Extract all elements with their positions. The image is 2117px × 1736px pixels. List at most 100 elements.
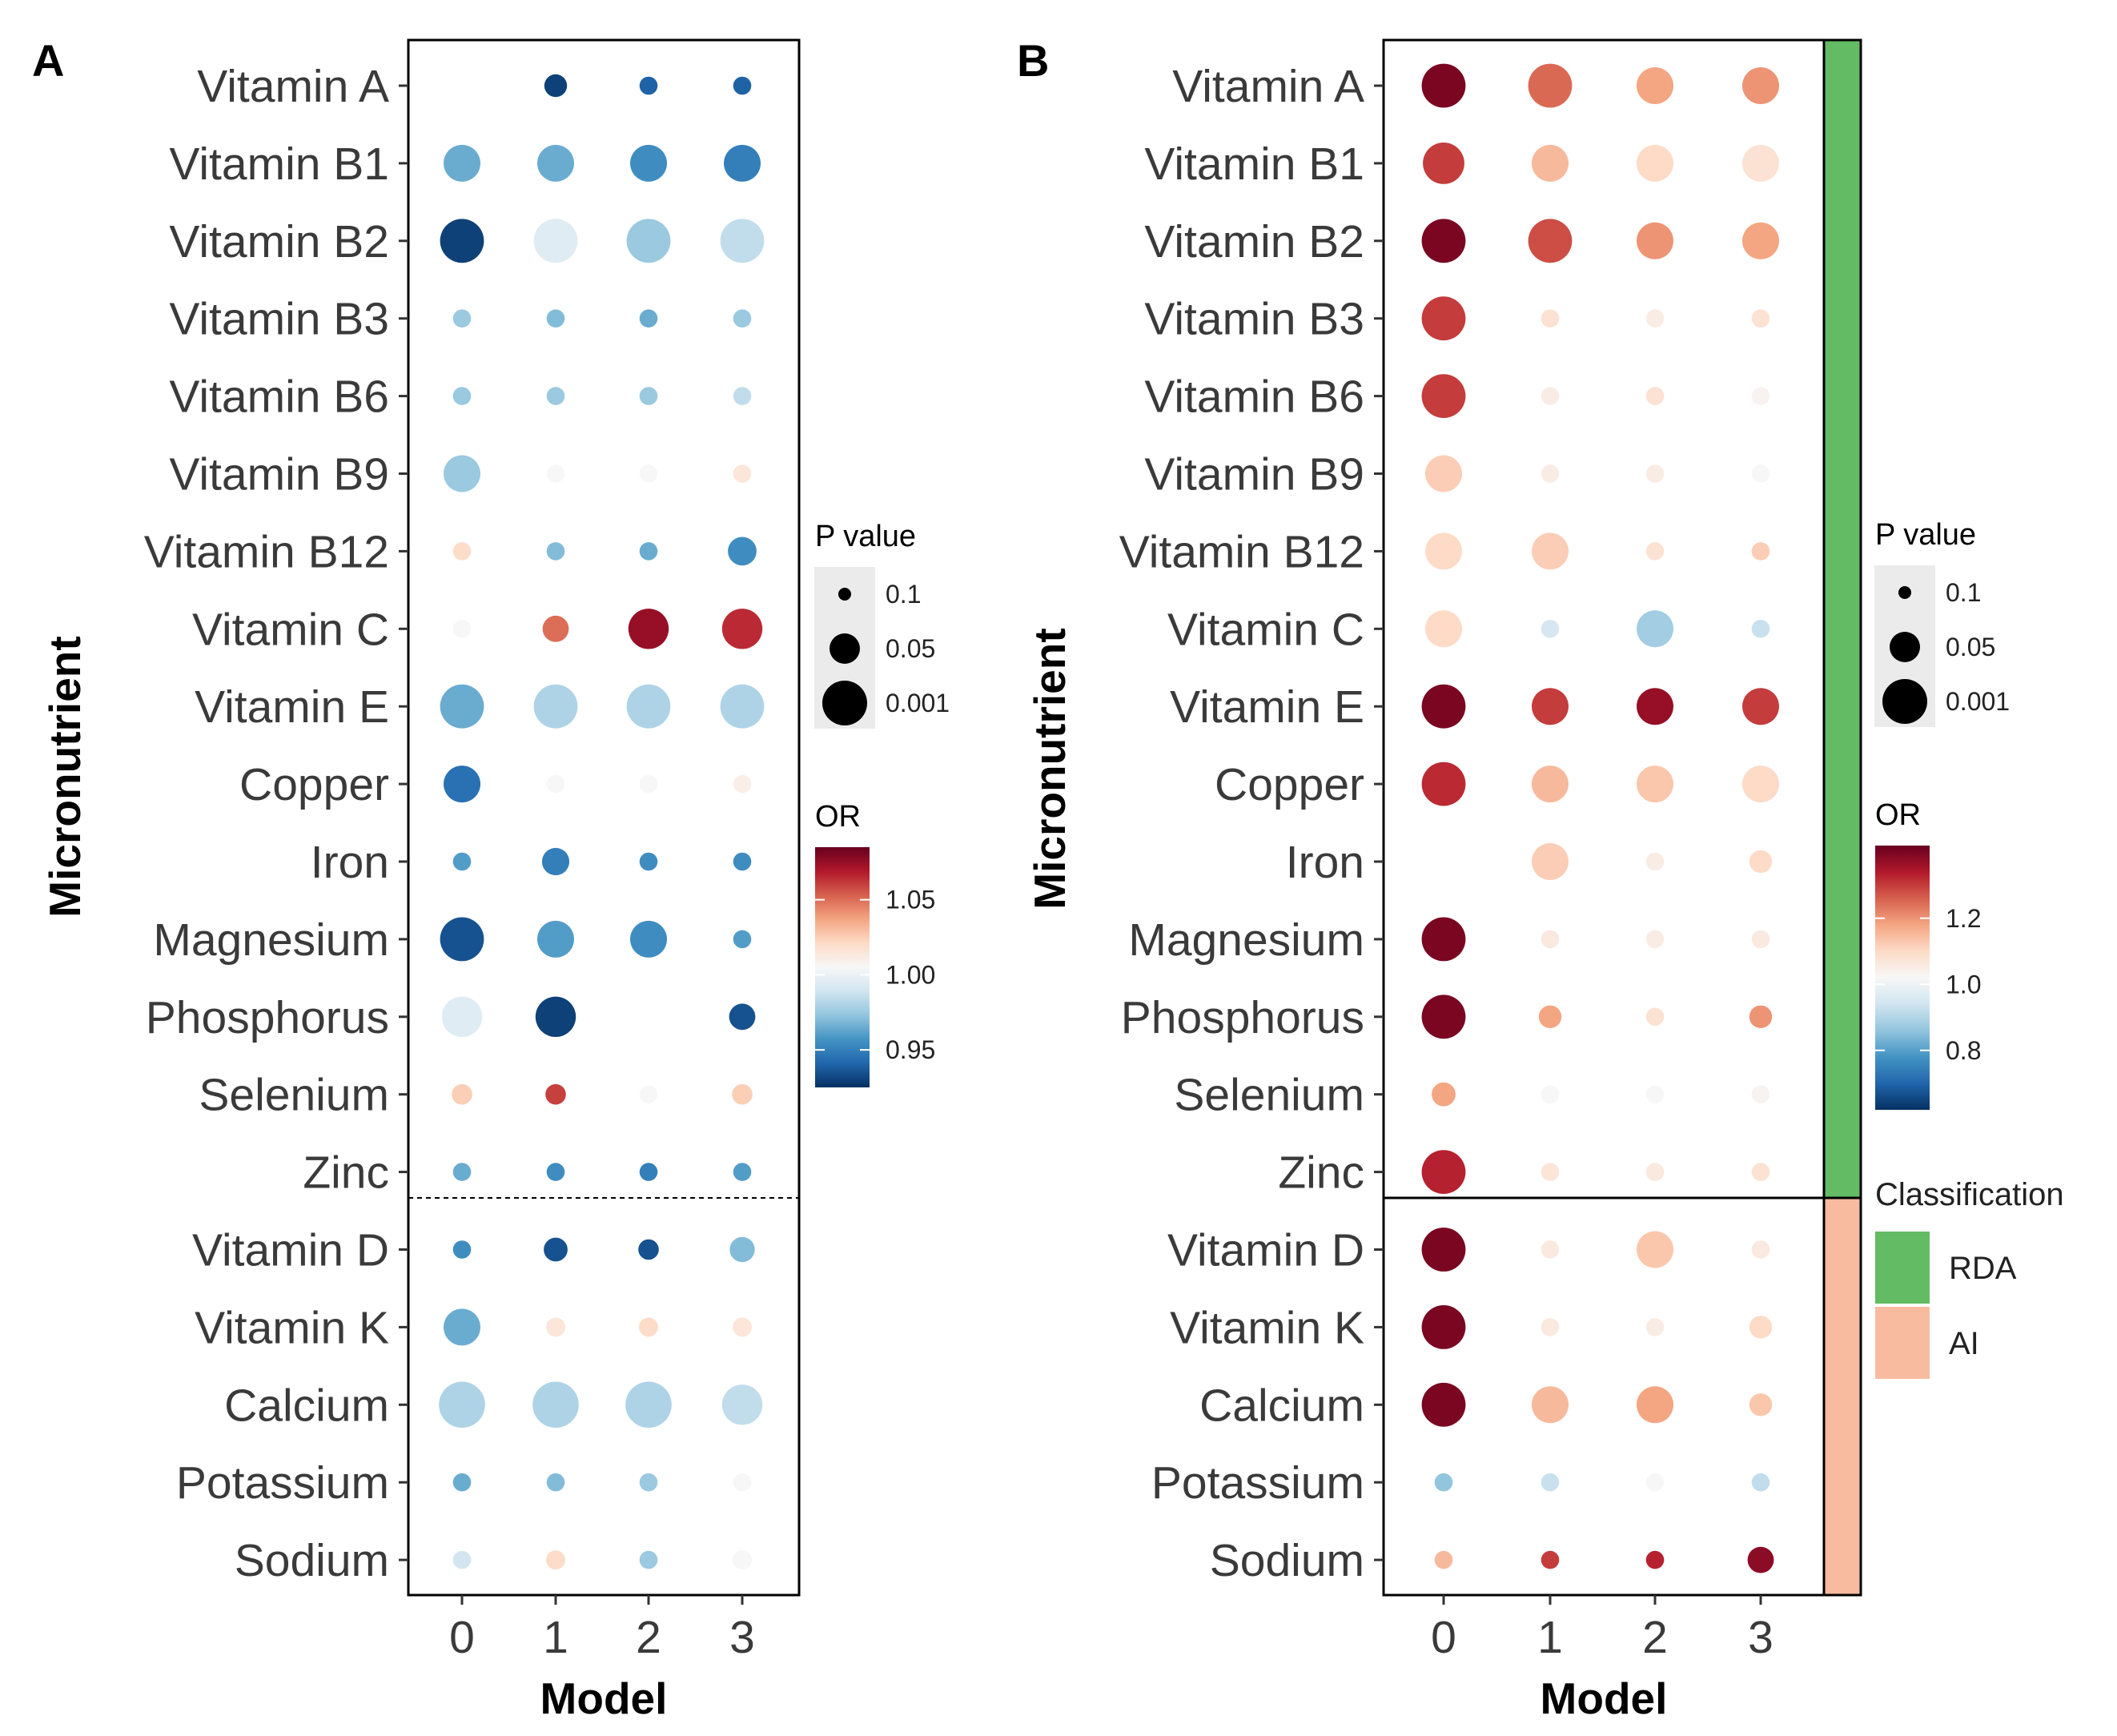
panel-a-dot-iron-model-0 [452, 852, 472, 871]
panel-b-dot-vitamin-b12-model-2 [1645, 542, 1665, 561]
panel-b-label: B [1017, 35, 1049, 86]
classification-legend: Classification RDA AI [1875, 1177, 2064, 1379]
panel-b-dot-vitamin-d-model-1 [1541, 1240, 1560, 1259]
panel-b-pvalue-label-0.001: 0.001 [1946, 687, 2010, 716]
panel-b-dot-zinc-model-3 [1751, 1163, 1770, 1181]
panel-a-dot-vitamin-b12-model-0 [452, 542, 472, 561]
classification-bar-ai [1822, 1196, 1862, 1597]
panel-a-dot-vitamin-a-model-2 [639, 76, 658, 95]
panel-a-dot-vitamin-d-model-0 [452, 1240, 472, 1259]
panel-a-dot-zinc-model-2 [639, 1163, 658, 1181]
panel-a-row-label-sodium: Sodium [235, 1535, 389, 1586]
panel-a-pvalue-key-large [822, 681, 867, 725]
panel-a-dot-iron-model-3 [733, 852, 752, 871]
panel-b-dot-iron-model-2 [1645, 852, 1665, 871]
panel-a-pvalue-label-0.05: 0.05 [886, 634, 935, 663]
panel-a-dot-selenium-model-3 [732, 1083, 753, 1105]
panel-a-colorbar-label-0-95: 0.95 [886, 1035, 935, 1064]
panel-a-colorbar-label-1-05: 1.05 [886, 886, 935, 914]
panel-b-dots [1421, 63, 1779, 1573]
panel-a-dot-potassium-model-1 [546, 1473, 565, 1492]
panel-b-dot-vitamin-b9-model-3 [1751, 464, 1770, 483]
panel-b-dot-vitamin-b1-model-0 [1423, 143, 1464, 184]
panel-b-dot-phosphorus-model-2 [1645, 1007, 1665, 1027]
panel-a-dot-vitamin-c-model-1 [542, 615, 569, 642]
panel-a-pvalue-key-small [838, 588, 851, 601]
panel-b-dot-magnesium-model-2 [1645, 930, 1665, 949]
panel-a-dot-zinc-model-1 [546, 1163, 565, 1181]
panel-a-label: A [32, 35, 64, 86]
panel-b-colorbar-label-1-0: 1.0 [1946, 970, 1981, 999]
panel-b-dot-vitamin-a-model-2 [1637, 67, 1673, 104]
panel-b-dot-vitamin-b9-model-2 [1645, 464, 1665, 483]
panel-a-dot-vitamin-b1-model-3 [724, 144, 761, 182]
panel-a-x-tick-label-3: 3 [729, 1612, 755, 1663]
panel-a-dot-vitamin-b1-model-2 [630, 144, 667, 182]
panel-b-dot-vitamin-d-model-3 [1751, 1240, 1770, 1259]
panel-a-pvalue-label-0.001: 0.001 [886, 689, 950, 717]
panel-b-dot-vitamin-b3-model-3 [1751, 309, 1770, 328]
panel-a-dot-sodium-model-3 [733, 1550, 752, 1570]
panel-a-dot-selenium-model-2 [639, 1085, 658, 1103]
panel-b-dot-iron-model-1 [1532, 843, 1569, 880]
panel-a-dot-vitamin-b6-model-3 [733, 387, 752, 405]
panel-b-row-label-vitamin-b6: Vitamin B6 [1144, 372, 1364, 423]
panel-b-x-tick-label-1: 1 [1537, 1612, 1563, 1663]
panel-b-dot-phosphorus-model-1 [1538, 1005, 1562, 1029]
panel-b-dot-copper-model-0 [1421, 762, 1466, 806]
panel-b-row-label-vitamin-b9: Vitamin B9 [1144, 449, 1364, 500]
panel-a-dot-calcium-model-0 [439, 1381, 485, 1429]
panel-b-row-label-vitamin-k: Vitamin K [1170, 1302, 1364, 1353]
panel-a-dot-phosphorus-model-3 [729, 1003, 756, 1031]
panel-a-dot-vitamin-b2-model-0 [440, 219, 484, 263]
panel-a-or-colorbar-ticks: 1.05 1.00 0.95 [815, 886, 935, 1064]
panel-b-dot-vitamin-e-model-0 [1421, 684, 1466, 729]
panel-a-y-axis-title: Micronutrient [40, 636, 90, 917]
panel-a-dot-vitamin-b2-model-3 [720, 219, 765, 263]
panel-b-row-label-copper: Copper [1215, 759, 1364, 810]
panel-a-dot-vitamin-b3-model-1 [546, 309, 565, 328]
panel-b-dot-vitamin-b12-model-3 [1751, 542, 1770, 561]
panel-a-dot-copper-model-0 [444, 766, 480, 803]
panel-a-dot-vitamin-b12-model-2 [639, 542, 658, 561]
panel-a-dot-sodium-model-1 [546, 1550, 565, 1570]
panel-b-dot-sodium-model-1 [1541, 1550, 1560, 1569]
panel-b-dot-vitamin-c-model-1 [1541, 620, 1560, 638]
panel-b-dot-potassium-model-1 [1541, 1473, 1560, 1492]
panel-b-dot-vitamin-b3-model-1 [1541, 309, 1560, 328]
panel-b-dot-selenium-model-1 [1541, 1085, 1560, 1103]
panel-a-or-legend-title: OR [815, 800, 861, 834]
panel-b-dot-vitamin-b1-model-2 [1637, 144, 1673, 182]
panel-b-or-colorbar [1875, 846, 1930, 1110]
panel-b-dot-selenium-model-0 [1432, 1082, 1456, 1107]
panel-b-dot-vitamin-b6-model-1 [1541, 387, 1560, 405]
classification-bar-rda [1822, 38, 1862, 1200]
panel-b-row-label-vitamin-d: Vitamin D [1167, 1225, 1364, 1276]
panel-a-dot-vitamin-k-model-3 [733, 1317, 752, 1337]
classification-legend-title: Classification [1875, 1177, 2064, 1212]
panel-a-pvalue-legend-title: P value [815, 520, 916, 553]
panel-b-x-ticks: 0 1 2 3 [1431, 1595, 1774, 1663]
panel-b-dot-iron-model-3 [1749, 850, 1773, 874]
panel-a-dot-vitamin-c-model-2 [628, 609, 669, 649]
panel-b-dot-vitamin-b6-model-0 [1421, 374, 1466, 418]
panel-a-or-colorbar [815, 847, 870, 1087]
panel-b-dot-zinc-model-2 [1645, 1163, 1665, 1181]
panel-b-dot-vitamin-k-model-3 [1749, 1316, 1773, 1339]
panel-a-x-ticks: 0 1 2 3 [449, 1595, 755, 1663]
classification-label-ai: AI [1949, 1326, 1979, 1361]
panel-b-x-axis-title: Model [1541, 1674, 1668, 1723]
panel-b-dot-zinc-model-1 [1541, 1163, 1560, 1181]
panel-b-x-tick-label-2: 2 [1642, 1612, 1668, 1663]
panel-b-dot-phosphorus-model-0 [1421, 995, 1466, 1039]
panel-a-x-tick-label-0: 0 [449, 1612, 475, 1663]
panel-a-dot-calcium-model-3 [721, 1384, 763, 1425]
panel-a-or-legend: OR 1.05 1.00 0.95 [815, 800, 935, 1087]
panel-a-dot-zinc-model-3 [733, 1163, 752, 1181]
panel-b-dot-copper-model-2 [1637, 766, 1673, 803]
panel-a-row-label-phosphorus: Phosphorus [146, 992, 389, 1043]
panel-b-dot-vitamin-k-model-0 [1421, 1305, 1466, 1349]
panel-a-dot-vitamin-b1-model-1 [537, 144, 574, 182]
panel-b-colorbar-label-0-8: 0.8 [1946, 1036, 1981, 1065]
